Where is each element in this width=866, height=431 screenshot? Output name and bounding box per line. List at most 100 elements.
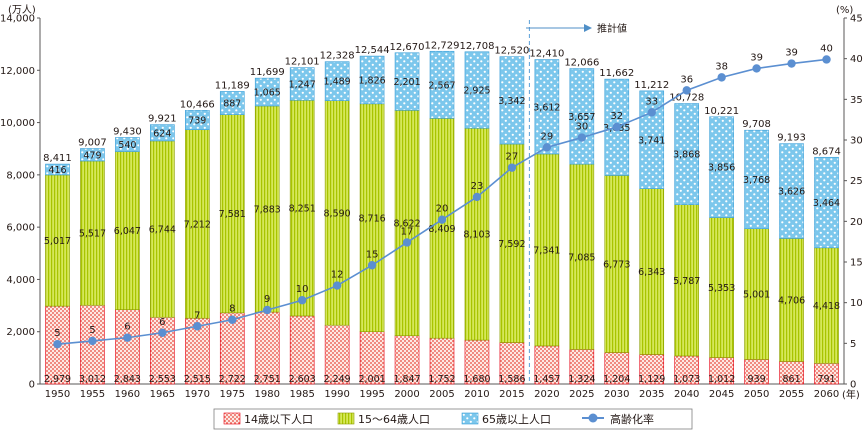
aging-rate-label: 33 [645,96,658,107]
total-label: 10,728 [669,93,704,104]
aging-rate-point [717,73,726,82]
aging-rate-label: 15 [366,249,379,260]
right-tick-label: 15 [850,258,863,269]
right-tick-label: 5 [850,339,856,350]
x-tick-label: 2040 [674,389,699,400]
bar-segment-65plus [359,55,385,105]
segment-value-label: 8,251 [289,204,316,215]
x-tick-label: 1950 [45,389,70,400]
right-tick-label: 0 [850,380,856,391]
segment-value-label: 624 [153,128,171,139]
aging-rate-point [437,215,447,224]
aging-rate-point [647,108,656,117]
total-label: 11,212 [634,80,669,91]
bar-segment-under14 [219,312,245,385]
segment-value-label: 887 [223,99,241,110]
x-tick-label: 2055 [779,389,804,400]
bar-segment-under14 [115,309,140,385]
legend-label-aging-rate: 高齢化率 [610,412,654,426]
aging-rate-label: 6 [159,317,165,328]
total-label: 12,544 [355,45,390,56]
aging-rate-point [332,281,342,290]
x-tick-label: 2030 [604,389,629,400]
segment-value-label: 1,065 [254,88,281,99]
bar-segment-65plus [254,77,280,107]
segment-value-label: 7,592 [498,239,525,250]
bar-segment-15-64 [779,238,804,362]
segment-value-label: 3,768 [743,175,770,186]
bar-segment-under14 [604,352,630,385]
segment-value-label: 8,409 [428,224,455,235]
x-tick-label: 1995 [359,389,384,400]
total-label: 9,430 [113,126,142,137]
aging-rate-label: 39 [785,48,798,59]
segment-value-label: 2,567 [428,80,455,91]
segment-value-label: 1,586 [498,374,525,385]
segment-value-label: 4,418 [813,301,840,312]
aging-rate-point [402,238,412,247]
segment-value-label: 6,773 [603,259,630,270]
segment-value-label: 791 [817,374,835,385]
segment-value-label: 2,979 [44,374,71,385]
bar-segment-65plus [674,103,699,205]
bar-segment-15-64 [185,129,210,319]
bar-segment-65plus [185,110,210,131]
x-tick-label: 1960 [115,389,140,400]
x-tick-label: 2045 [709,389,734,400]
bar-segment-15-64 [534,153,560,347]
bar-segment-65plus [45,163,70,176]
aging-rate-label: 27 [506,152,519,163]
bar-segment-65plus [324,61,350,101]
segment-value-label: 2,925 [463,86,490,97]
aging-rate-label: 9 [264,294,270,305]
total-label: 12,729 [425,40,460,51]
segment-value-label: 3,741 [638,135,665,146]
total-label: 9,007 [78,138,107,149]
bar-segment-15-64 [744,228,769,360]
segment-value-label: 3,856 [708,163,735,174]
segment-value-label: 1,073 [673,374,700,385]
aging-rate-point [577,133,587,142]
segment-value-label: 3,012 [79,374,106,385]
bar-segment-15-64 [814,247,839,364]
segment-value-label: 3,868 [673,150,700,161]
bar-segment-65plus [779,143,804,239]
right-unit-label: (%) [836,5,853,16]
left-tick-label: 12,000 [0,66,35,77]
aging-rate-point [822,55,831,64]
x-tick-label: 1980 [254,389,279,400]
bar-segment-15-64 [45,174,70,307]
aging-rate-label: 6 [124,322,130,333]
x-tick-label: 2015 [499,389,524,400]
bar-segment-15-64 [115,151,140,310]
segment-value-label: 861 [782,374,800,385]
right-tick-label: 10 [850,298,863,309]
segment-value-label: 6,343 [638,267,665,278]
bar-segment-15-64 [464,127,490,341]
aging-rate-point [297,296,307,305]
x-tick-label: 2010 [464,389,489,400]
left-tick-label: 4,000 [6,275,35,286]
aging-rate-point [88,336,97,346]
aging-rate-point [193,322,202,331]
segment-value-label: 5,517 [79,229,106,240]
bar-segment-65plus [464,51,490,129]
bar-segment-under14 [569,349,595,385]
aging-rate-line: 5 5 6 6 7 8 9 10 12 15 17 20 23 27 29 30 32 33 36 38 39 39 40 [53,43,833,349]
segment-value-label: 7,085 [568,252,595,263]
total-label: 12,670 [390,42,425,53]
segment-value-label: 540 [118,140,136,151]
total-label: 12,520 [494,46,529,57]
segment-value-label: 939 [748,374,766,385]
aging-rate-label: 10 [296,284,309,295]
right-tick-label: 25 [850,176,863,187]
aging-rate-point [228,315,237,324]
segment-value-label: 2,515 [184,374,211,385]
segment-value-label: 1,324 [568,374,595,385]
segment-value-label: 416 [48,165,66,176]
x-tick-label: 1975 [220,389,245,400]
aging-rate-point [53,339,62,349]
segment-value-label: 4,706 [778,295,805,306]
bar-segment-15-64 [639,188,665,355]
